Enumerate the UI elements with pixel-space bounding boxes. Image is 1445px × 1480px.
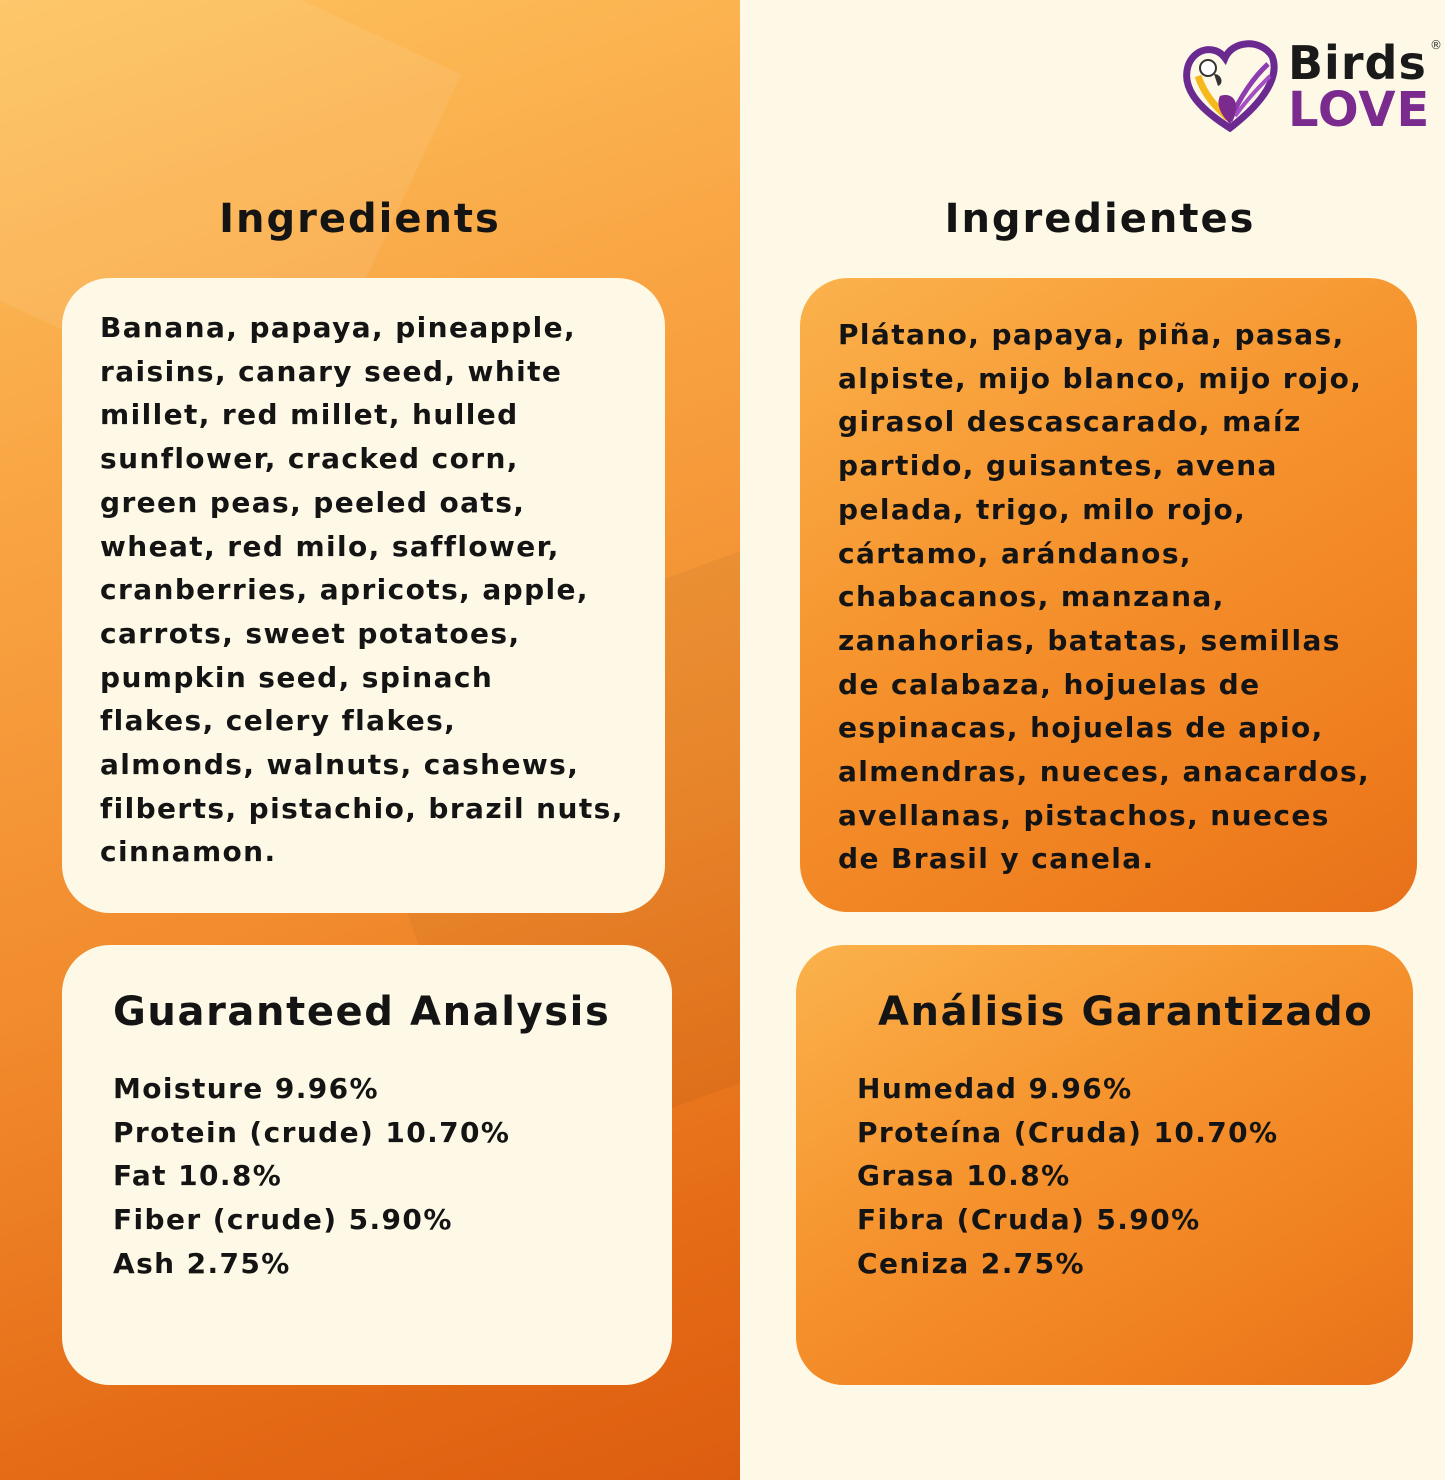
ingredient-line: girasol descascarado, maíz xyxy=(838,405,1302,439)
ingredient-line: partido, guisantes, avena xyxy=(838,449,1278,483)
ingredient-line: green peas, peeled oats, xyxy=(100,485,526,519)
ingredient-line: Plátano, papaya, piña, pasas, xyxy=(838,318,1345,351)
ingredients-box-en: Banana, papaya, pineapple, raisins, canar… xyxy=(62,278,665,913)
ingredient-line: flakes, celery flakes, xyxy=(100,704,457,738)
ingredients-box-es: Plátano, papaya, piña, pasas, alpiste, mi… xyxy=(800,278,1417,912)
ingredient-line: almonds, walnuts, cashews, xyxy=(100,748,580,782)
ingredient-line: raisins, canary seed, white xyxy=(100,354,563,388)
analysis-row: Moisture 9.96% xyxy=(113,1072,379,1105)
analysis-row: Humedad 9.96% xyxy=(857,1072,1133,1105)
ingredient-line: pumpkin seed, spinach xyxy=(100,660,494,694)
analysis-row: Protein (crude) 10.70% xyxy=(113,1115,511,1149)
ingredient-line: zanahorias, batatas, semillas xyxy=(838,623,1341,657)
analysis-row: Fiber (crude) 5.90% xyxy=(113,1203,453,1237)
registered-mark: ® xyxy=(1430,38,1442,52)
analysis-box-en: Guaranteed Analysis Moisture 9.96% Protei… xyxy=(62,945,672,1385)
ingredient-line: sunflower, cracked corn, xyxy=(100,442,519,476)
ingredient-line: cranberries, apricots, apple, xyxy=(100,573,589,607)
analysis-row: Ceniza 2.75% xyxy=(857,1246,1085,1280)
ingredient-line: almendras, nueces, anacardos, xyxy=(838,755,1371,789)
analysis-row: Fibra (Cruda) 5.90% xyxy=(857,1203,1201,1237)
ingredient-line: Banana, papaya, pineapple, xyxy=(100,311,576,344)
analysis-box-es: Análisis Garantizado Humedad 9.96% Proteí… xyxy=(796,945,1413,1385)
ingredient-line: chabacanos, manzana, xyxy=(838,580,1225,614)
brand-name-birds: Birds xyxy=(1288,36,1427,90)
ingredients-title-es: Ingredientes xyxy=(944,196,1256,242)
analysis-title-es: Análisis Garantizado xyxy=(878,989,1374,1035)
ingredient-line: millet, red millet, hulled xyxy=(100,398,519,432)
analysis-row: Grasa 10.8% xyxy=(857,1159,1071,1193)
brand-name-love: LOVE xyxy=(1288,82,1431,138)
ingredient-line: espinacas, hojuelas de apio, xyxy=(838,711,1324,745)
analysis-row: Proteína (Cruda) 10.70% xyxy=(857,1115,1279,1149)
parrot-heart-icon xyxy=(1183,40,1278,133)
ingredient-line: cártamo, arándanos, xyxy=(838,536,1192,570)
ingredient-line: filberts, pistachio, brazil nuts, xyxy=(100,791,624,825)
ingredient-line: de calabaza, hojuelas de xyxy=(838,667,1261,701)
ingredient-line: alpiste, mijo blanco, mijo rojo, xyxy=(838,361,1363,395)
analysis-row: Fat 10.8% xyxy=(113,1159,283,1193)
brand-logo: Birds ® LOVE xyxy=(1180,36,1442,138)
ingredient-line: avellanas, pistachos, nueces xyxy=(838,798,1330,832)
ingredient-line: wheat, red milo, safflower, xyxy=(100,529,560,563)
analysis-title-en: Guaranteed Analysis xyxy=(113,989,611,1035)
ingredient-line: carrots, sweet potatoes, xyxy=(100,616,521,650)
ingredient-line: pelada, trigo, milo rojo, xyxy=(838,492,1247,526)
analysis-row: Ash 2.75% xyxy=(113,1246,291,1280)
ingredient-line: cinnamon. xyxy=(100,835,277,869)
ingredient-line: de Brasil y canela. xyxy=(838,842,1155,876)
ingredients-title-en: Ingredients xyxy=(219,196,501,242)
